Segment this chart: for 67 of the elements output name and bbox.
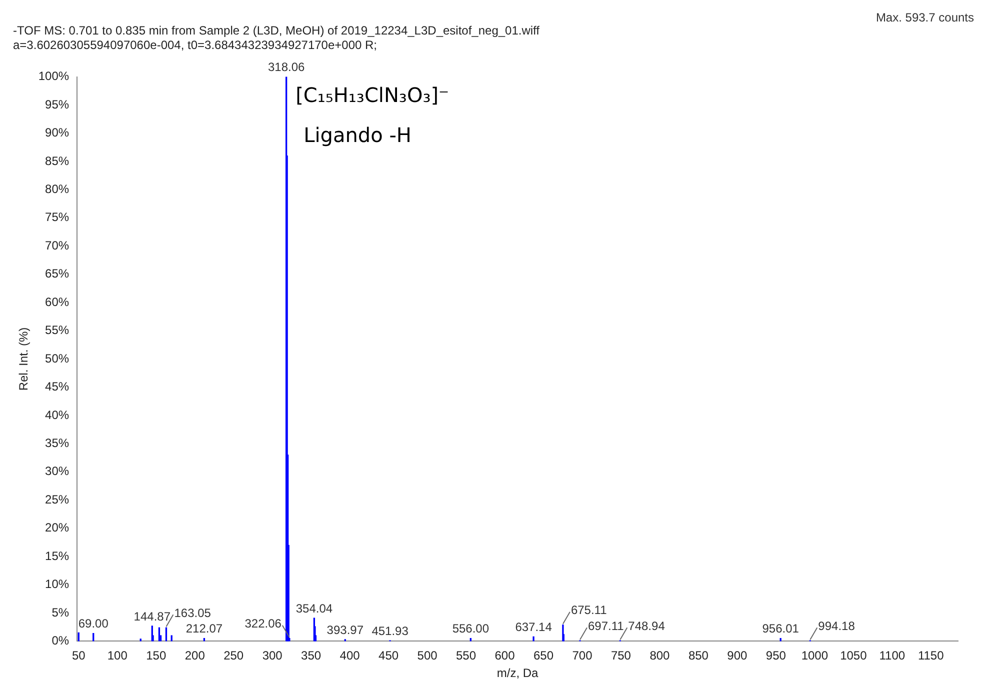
y-tick-label: 60% xyxy=(45,294,70,309)
y-tick-label: 90% xyxy=(45,126,70,140)
x-tick-label: 250 xyxy=(224,648,244,663)
annotation: 994.18 xyxy=(818,618,856,633)
x-tick-label: 1150 xyxy=(918,648,944,663)
x-tick-label: 400 xyxy=(340,648,360,663)
x-tick-label: 350 xyxy=(301,648,322,663)
annotation: 69.00 xyxy=(78,616,109,631)
y-tick-label: 95% xyxy=(45,97,70,112)
x-tick-label: 100 xyxy=(107,648,128,663)
annotation: 556.00 xyxy=(452,622,490,636)
x-tick-label: 850 xyxy=(688,648,709,663)
y-tick-label: 75% xyxy=(45,210,70,224)
y-axis-title: Rel. Int. (%) xyxy=(16,327,31,391)
annotation: 212.07 xyxy=(186,622,223,636)
x-tick-label: 1050 xyxy=(840,648,868,663)
annotation: 956.01 xyxy=(762,622,800,636)
x-tick-label: 600 xyxy=(494,648,516,663)
annotation: [C₁₅H₁₃ClN₃O₃]⁻ xyxy=(296,83,450,108)
chart-subtitle: a=3.60260305594097060e-004, t0=3.68434323934927170e+000 R; xyxy=(13,38,378,52)
y-tick-label: 5% xyxy=(52,605,70,620)
y-tick-label: 100% xyxy=(38,69,70,84)
x-tick-label: 450 xyxy=(378,648,399,663)
annotation: 163.05 xyxy=(174,606,212,620)
x-tick-label: 150 xyxy=(146,648,166,663)
y-tick-label: 55% xyxy=(45,323,70,338)
x-tick-label: 1100 xyxy=(879,648,906,663)
x-tick-label: 50 xyxy=(72,648,86,663)
annotation: 393.97 xyxy=(326,622,364,637)
y-tick-label: 80% xyxy=(45,182,70,196)
x-tick-label: 950 xyxy=(766,648,786,663)
annotation: 637.14 xyxy=(515,620,552,634)
x-tick-label: 700 xyxy=(572,648,593,663)
y-tick-label: 85% xyxy=(45,154,70,168)
x-tick-label: 300 xyxy=(262,648,283,663)
annotation: 144.87 xyxy=(134,609,171,624)
x-tick-label: 200 xyxy=(184,648,206,663)
y-tick-label: 45% xyxy=(45,380,70,394)
annotation: 354.04 xyxy=(296,601,333,616)
annotation: 322.06 xyxy=(244,616,282,631)
text: Max. 593.7 counts xyxy=(876,10,974,24)
x-tick-label: 500 xyxy=(417,648,438,663)
y-tick-label: 70% xyxy=(45,238,70,252)
y-tick-label: 20% xyxy=(45,520,70,535)
y-tick-label: 15% xyxy=(45,548,70,563)
x-tick-label: 750 xyxy=(610,648,632,663)
chart-title: -TOF MS: 0.701 to 0.835 min from Sample 2 (L3D, MeOH) of 2019_12234_L3D_esitof_neg_01.wiff xyxy=(13,24,540,38)
x-tick-label: 650 xyxy=(533,648,554,663)
y-tick-label: 10% xyxy=(45,577,70,592)
y-tick-label: 30% xyxy=(45,464,70,478)
y-tick-label: 0% xyxy=(52,634,70,648)
annotation: 451.93 xyxy=(372,624,409,638)
y-tick-label: 25% xyxy=(45,492,70,506)
annotation: 697.11 xyxy=(588,618,624,633)
x-tick-label: 1000 xyxy=(801,648,828,663)
y-tick-label: 40% xyxy=(45,408,70,422)
y-tick-label: 50% xyxy=(45,351,70,366)
annotation: Ligando -H xyxy=(304,123,412,148)
annotation: 748.94 xyxy=(628,618,666,633)
y-tick-label: 65% xyxy=(45,266,70,281)
x-tick-label: 550 xyxy=(456,648,476,663)
x-tick-label: 800 xyxy=(650,648,670,663)
annotation: 318.06 xyxy=(268,60,305,74)
x-axis-title: m/z, Da xyxy=(496,666,539,680)
y-tick-label: 35% xyxy=(45,436,70,450)
x-tick-label: 900 xyxy=(727,648,748,663)
annotation: 675.11 xyxy=(570,603,608,618)
